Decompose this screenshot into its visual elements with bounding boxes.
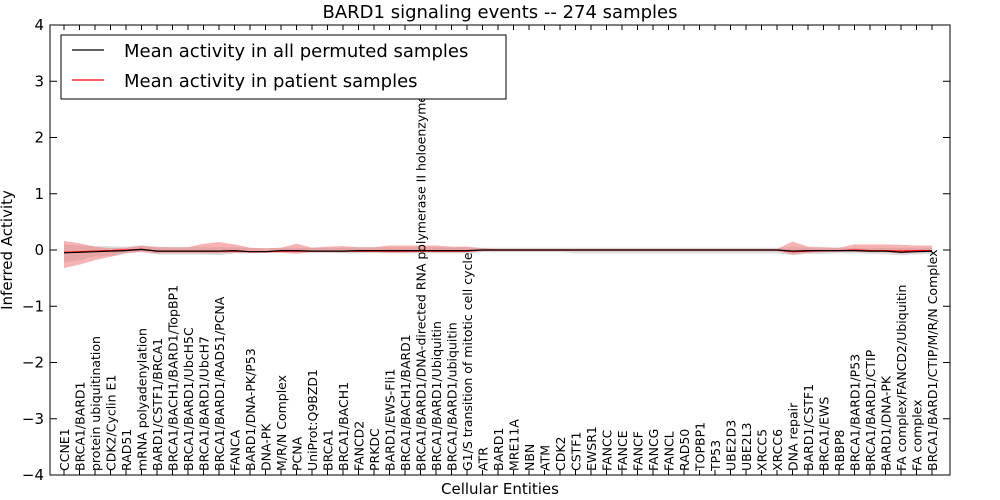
y-tick-label: −3 [22, 410, 44, 428]
x-tick-label: BRCA1/BARD1/Ubiquitin [429, 321, 444, 471]
x-tick-label: DNA repair [786, 402, 801, 471]
x-tick-label: G1/S transition of mitotic cell cycle [460, 252, 475, 471]
x-tick-label: BRCA1/BARD1/UbcH5C [181, 327, 196, 471]
x-tick-label: BRCA1 [321, 429, 336, 471]
y-tick-label: 1 [34, 185, 44, 203]
x-tick-label: PRKDC [367, 428, 382, 471]
x-tick-label: RAD51 [119, 429, 134, 471]
x-tick-label: M/R/N Complex [274, 375, 289, 471]
legend-patient-label: Mean activity in patient samples [124, 71, 418, 92]
x-tick-label: FANCE [615, 430, 630, 471]
legend: Mean activity in all permuted samples Me… [60, 34, 507, 100]
y-tick-label: −1 [22, 297, 44, 315]
y-tick-label: 4 [34, 16, 44, 34]
x-tick-label: BRCA1/BARD1/P53 [848, 354, 863, 471]
x-tick-label: TP53 [708, 440, 723, 472]
x-tick-label: BRCA1/BACH1/BARD1 [398, 334, 413, 471]
x-tick-label: EWSR1 [584, 426, 599, 471]
y-tick-label: 0 [34, 241, 44, 259]
x-tick-label: XRCC5 [755, 429, 770, 471]
x-tick-label: BARD1 [491, 428, 506, 471]
x-tick-label: FANCG [646, 429, 661, 471]
legend-box [60, 34, 507, 100]
x-tick-label: UniProt:Q9BZD1 [305, 369, 320, 471]
legend-permuted-label: Mean activity in all permuted samples [124, 41, 468, 62]
x-tick-label: CSTF1 [569, 432, 584, 471]
x-tick-label: BRCA1/BARD1/ubiquitin [445, 322, 460, 471]
x-tick-label: BRCA1/BARD1 [73, 382, 88, 471]
y-axis-label: Inferred Activity [0, 190, 16, 310]
x-tick-label: BRCA1/BARD1/CTIP [863, 349, 878, 471]
x-tick-label: NBN [522, 444, 537, 471]
y-tick-label: 3 [34, 72, 44, 90]
mean-lines [63, 248, 933, 254]
x-tick-label: BARD1/EWS-Fli1 [383, 369, 398, 471]
x-tick-label: FANCF [631, 431, 646, 471]
x-tick-label: FANCL [662, 431, 677, 471]
x-axis-label: Cellular Entities [441, 480, 559, 498]
x-tick-label: TOPBP1 [693, 422, 708, 472]
x-tick-label: BRCA1/BARD1/UbcH7 [197, 336, 212, 471]
x-tick-label: FA complex [910, 399, 925, 471]
x-tick-label: FANCA [228, 429, 243, 471]
x-tick-label: BARD1/CSTF1 [801, 384, 816, 471]
y-tick-label: 2 [34, 129, 44, 147]
permuted-mean-line [63, 248, 933, 254]
x-tick-label: UBE2D3 [724, 420, 739, 471]
x-tick-label: BRCA1/BARD1/DNA-directed RNA polymerase … [414, 95, 429, 471]
x-tick-label: mRNA polyadenylation [135, 328, 150, 471]
x-tick-label: FANCC [600, 429, 615, 471]
x-tick-label: CCNE1 [57, 428, 72, 471]
x-tick-label: BRCA1/BACH1/BARD1/TopBP1 [166, 285, 181, 471]
x-tick-label: UBE2L3 [739, 423, 754, 472]
x-tick-label: BRCA1/BARD1/CTIP/M/R/N Complex [925, 249, 940, 471]
chart-title: BARD1 signaling events -- 274 samples [323, 2, 678, 23]
x-tick-label: BARD1/DNA-PK [879, 375, 894, 471]
x-tick-label: BARD1/CSTF1/BRCA1 [150, 338, 165, 471]
x-tick-label: BRCA1/EWS [817, 397, 832, 471]
confidence-bands [64, 241, 932, 268]
x-axis: CCNE1 BRCA1/BARD1 protein ubiquitination CD… [57, 25, 940, 475]
x-tick-label: RBBP8 [832, 430, 847, 471]
x-tick-label: CDK2 [553, 436, 568, 471]
x-tick-label: FA complex/FANCD2/Ubiquitin [894, 285, 909, 471]
x-tick-label: BRCA1/BACH1 [336, 382, 351, 471]
x-tick-label: ATM [538, 445, 553, 471]
y-tick-label: −4 [22, 466, 44, 484]
y-axis: −4 −3 −2 −1 0 1 2 3 4 [22, 16, 950, 484]
x-tick-label: ATR [476, 447, 491, 471]
x-tick-label: MRE11A [507, 419, 522, 471]
x-tick-label: CDK2/Cyclin E1 [104, 375, 119, 471]
x-tick-label: protein ubiquitination [88, 336, 103, 471]
x-tick-label: BARD1/DNA-PK/P53 [243, 348, 258, 471]
x-tick-label: XRCC6 [770, 429, 785, 471]
x-tick-label: RAD50 [677, 429, 692, 471]
x-tick-label: BRCA1/BARD1/RAD51/PCNA [212, 296, 227, 471]
x-tick-label: DNA-PK [259, 423, 274, 471]
x-tick-label: PCNA [290, 436, 305, 471]
x-tick-label: FANCD2 [352, 421, 367, 471]
y-tick-label: −2 [22, 354, 44, 372]
